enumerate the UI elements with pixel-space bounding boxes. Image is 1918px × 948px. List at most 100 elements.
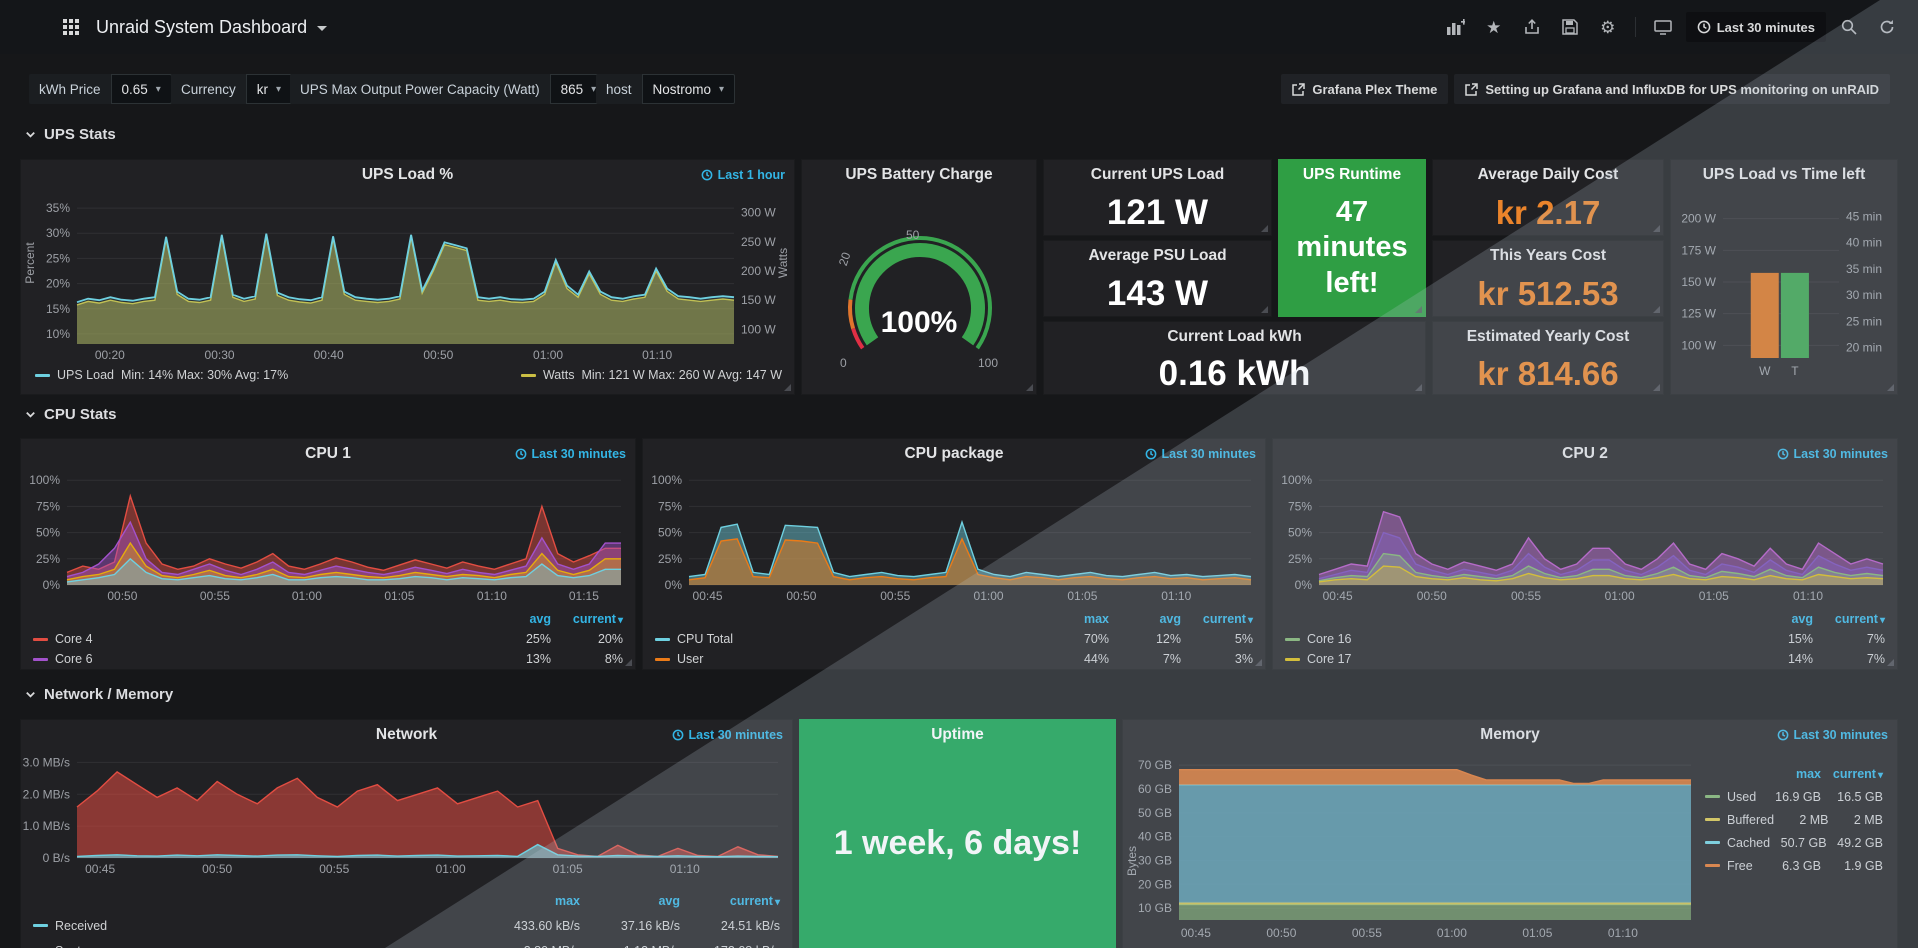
stat-value: 121 W [1106, 193, 1209, 232]
settings-button[interactable]: ⚙ [1600, 17, 1616, 37]
panel-title[interactable]: Network [375, 726, 438, 743]
panel-time-override: Last 30 minutes [672, 720, 783, 750]
sort-caret-icon: ▾ [774, 896, 780, 908]
legend-col-header[interactable]: current ▾ [572, 612, 623, 626]
svg-text:100 W: 100 W [1681, 338, 1716, 352]
legend-col-header[interactable]: current ▾ [729, 893, 780, 908]
cpu-package-chart[interactable]: 0% 25% 50% 75% 100% 00:45 00:50 00:55 01:00 01:05… [643, 469, 1265, 605]
var-label: host [596, 74, 642, 104]
section-cpu-stats[interactable]: CPU Stats [24, 406, 117, 423]
series-color-dash [35, 373, 50, 377]
cpu2-chart[interactable]: 0% 25% 50% 75% 100% 00:45 00:50 00:55 01:00 01:05… [1273, 469, 1897, 605]
clock-icon [672, 729, 683, 741]
svg-text:25%: 25% [658, 552, 682, 566]
panel-title[interactable]: Current UPS Load [1090, 166, 1225, 183]
star-button[interactable]: ★ [1486, 17, 1502, 37]
sort-caret-icon: ▾ [617, 615, 623, 626]
dashboard-link-setup-guide[interactable]: Setting up Grafana and InfluxDB for UPS … [1454, 74, 1890, 104]
legend-col-header[interactable]: current ▾ [1834, 612, 1885, 626]
section-ups-stats[interactable]: UPS Stats [24, 126, 116, 143]
legend-col-header[interactable]: max [1795, 766, 1821, 781]
var-value-dropdown[interactable]: Nostromo ▾ [641, 74, 736, 104]
gauge-min-label: 0 [840, 356, 847, 370]
legend-col-header[interactable]: avg [658, 893, 680, 908]
legend-col-header[interactable]: current ▾ [1202, 612, 1253, 626]
add-panel-button[interactable] [1441, 12, 1471, 42]
panel-title[interactable]: UPS Runtime [1302, 166, 1402, 183]
panel-title[interactable]: CPU 2 [1562, 445, 1608, 462]
svg-text:35%: 35% [46, 201, 70, 215]
legend-col-header[interactable]: avg [529, 612, 551, 626]
legend-col-header[interactable]: avg [1791, 612, 1813, 626]
cycle-view-button[interactable] [1648, 12, 1678, 42]
share-button[interactable] [1517, 12, 1547, 42]
section-network-memory[interactable]: Network / Memory [24, 686, 173, 703]
var-value-dropdown[interactable]: 0.65 ▾ [110, 74, 172, 104]
save-button[interactable] [1555, 12, 1585, 42]
svg-text:00:55: 00:55 [1511, 589, 1541, 603]
var-value-dropdown[interactable]: kr ▾ [245, 74, 293, 104]
series-color-dash [1705, 841, 1720, 844]
gauge-value: 100% [880, 306, 958, 339]
battery-gauge[interactable]: 100% 0 20 50 100 [802, 190, 1036, 394]
panel-this-years-cost: This Years Cost kr 512.53 [1432, 240, 1664, 317]
legend-col-header[interactable]: max [554, 893, 580, 908]
refresh-button[interactable] [1872, 12, 1902, 42]
svg-text:01:00: 01:00 [1605, 589, 1635, 603]
panel-time-override: Last 1 hour [701, 160, 785, 190]
legend-row: Core 16 15% 7% [1285, 629, 1885, 649]
series-color-dash [1705, 864, 1720, 867]
network-chart[interactable]: 0 B/s 1.0 MB/s 2.0 MB/s 3.0 MB/s 00:45 00:50 0… [21, 750, 792, 878]
legend-row: Cached 50.7 GB 49.2 GB [1705, 831, 1883, 854]
navbar: Unraid System Dashboard ★ ⚙ Last 30 minu… [0, 0, 1918, 54]
panel-title[interactable]: CPU package [904, 445, 1004, 462]
panel-title[interactable]: Average Daily Cost [1477, 166, 1619, 183]
var-host: host Nostromo ▾ [596, 74, 736, 104]
panel-time-override: Last 30 minutes [1777, 720, 1888, 750]
panel-title[interactable]: UPS Load % [361, 166, 454, 183]
legend-row: Core 6 13% 8% [33, 649, 623, 669]
svg-text:50%: 50% [36, 526, 60, 540]
panel-network: Network Last 30 minutes 0 B/s 1.0 MB/s 2.0… [20, 719, 793, 948]
panel-title[interactable]: Memory [1480, 726, 1540, 743]
legend-col-header[interactable]: avg [1159, 612, 1181, 626]
svg-text:01:05: 01:05 [1522, 926, 1552, 940]
dashboard-title[interactable]: Unraid System Dashboard [96, 16, 308, 37]
legend-col-header[interactable]: current ▾ [1832, 766, 1883, 781]
legend-col-header[interactable]: max [1083, 612, 1109, 626]
var-label: Currency [171, 74, 246, 104]
clock-icon [515, 448, 526, 460]
panel-title[interactable]: Estimated Yearly Cost [1466, 328, 1630, 345]
svg-text:25%: 25% [1288, 552, 1312, 566]
panel-title[interactable]: UPS Load vs Time left [1702, 166, 1866, 183]
svg-text:200 W: 200 W [1681, 212, 1716, 226]
chart-legend: max avg current ▾ Received 433.60 kB/s 37… [21, 878, 792, 948]
svg-text:00:55: 00:55 [880, 589, 910, 603]
dashboard-link-plex-theme[interactable]: Grafana Plex Theme [1281, 74, 1449, 104]
series-color-dash [655, 637, 670, 641]
legend-row: Buffered 2 MB 2 MB [1705, 808, 1883, 831]
svg-text:01:00: 01:00 [974, 589, 1004, 603]
ups-load-chart[interactable]: 10% 15% 20% 25% 30% 35% 100 W 150 W 200 W 250 W 30… [21, 190, 794, 364]
var-label: kWh Price [29, 74, 111, 104]
svg-text:20 GB: 20 GB [1138, 877, 1172, 891]
legend-item[interactable]: Watts Min: 121 W Max: 260 W Avg: 147 W [520, 368, 782, 382]
panel-cpu-1: CPU 1 Last 30 minutes 0% 25% 50% 75% 100% 00:… [20, 438, 636, 670]
panel-title[interactable]: Average PSU Load [1088, 247, 1227, 264]
time-range-picker[interactable]: Last 30 minutes [1685, 12, 1826, 42]
cpu1-chart[interactable]: 0% 25% 50% 75% 100% 00:50 00:55 01:00 01:05 01:10… [21, 469, 635, 605]
legend-item[interactable]: UPS Load Min: 14% Max: 30% Avg: 17% [35, 368, 288, 382]
svg-text:2.0 MB/s: 2.0 MB/s [23, 787, 70, 801]
panel-title[interactable]: This Years Cost [1489, 247, 1606, 264]
svg-text:25 min: 25 min [1846, 314, 1882, 328]
ups-load-vs-time-chart[interactable]: 100 W 125 W 150 W 175 W 200 W 20 min 25 min 30 … [1671, 196, 1897, 380]
svg-text:0%: 0% [665, 578, 683, 592]
memory-chart[interactable]: 10 GB 20 GB 30 GB 40 GB 50 GB 60 GB 70 GB 00:45… [1123, 750, 1701, 942]
zoom-out-button[interactable] [1834, 12, 1864, 42]
panel-title[interactable]: Current Load kWh [1167, 328, 1302, 345]
panel-title[interactable]: Uptime [931, 726, 984, 743]
panel-title[interactable]: CPU 1 [305, 445, 351, 462]
svg-text:01:05: 01:05 [553, 862, 583, 876]
panel-title[interactable]: UPS Battery Charge [845, 166, 993, 183]
dashboards-grid-icon[interactable] [56, 12, 86, 42]
